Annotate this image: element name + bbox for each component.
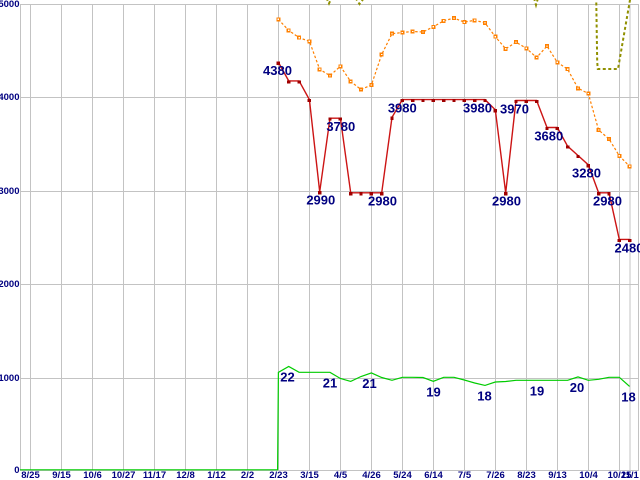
svg-text:21: 21	[323, 375, 337, 390]
svg-text:10/6: 10/6	[83, 470, 102, 480]
svg-text:2980: 2980	[492, 194, 521, 209]
svg-text:2/2: 2/2	[241, 470, 254, 480]
svg-text:10/4: 10/4	[579, 470, 598, 480]
svg-text:0: 0	[14, 465, 19, 476]
svg-text:19: 19	[530, 383, 544, 398]
svg-text:2980: 2980	[368, 194, 397, 209]
svg-text:4000: 4000	[0, 92, 20, 103]
svg-text:7/26: 7/26	[486, 470, 505, 480]
svg-text:22: 22	[280, 370, 294, 385]
svg-text:4/26: 4/26	[362, 470, 381, 480]
svg-text:4/5: 4/5	[334, 470, 348, 480]
svg-text:9/15: 9/15	[52, 470, 71, 480]
svg-text:19: 19	[426, 384, 440, 399]
svg-text:18: 18	[621, 390, 635, 405]
svg-text:1/12: 1/12	[207, 470, 226, 480]
svg-text:1000: 1000	[0, 373, 20, 384]
svg-text:11/1: 11/1	[621, 470, 640, 480]
svg-text:6/14: 6/14	[424, 470, 443, 480]
svg-text:3970: 3970	[500, 101, 529, 116]
svg-text:3980: 3980	[463, 100, 492, 115]
svg-text:3680: 3680	[534, 128, 563, 143]
svg-text:3780: 3780	[326, 119, 355, 134]
svg-text:8/23: 8/23	[517, 470, 536, 480]
svg-text:3000: 3000	[0, 186, 20, 197]
svg-text:18: 18	[477, 389, 491, 404]
svg-text:5000: 5000	[0, 0, 20, 10]
svg-text:2990: 2990	[306, 193, 335, 208]
svg-text:12/8: 12/8	[176, 470, 195, 480]
svg-text:20: 20	[570, 380, 584, 395]
svg-text:3/15: 3/15	[300, 470, 319, 480]
svg-text:2480: 2480	[615, 240, 640, 255]
svg-text:2980: 2980	[593, 194, 622, 209]
svg-text:2000: 2000	[0, 279, 20, 290]
svg-text:21: 21	[362, 376, 376, 391]
svg-text:8/25: 8/25	[21, 470, 40, 480]
svg-text:11/17: 11/17	[143, 470, 166, 480]
svg-text:4380: 4380	[263, 63, 292, 78]
svg-text:10/27: 10/27	[112, 470, 136, 480]
svg-text:9/13: 9/13	[548, 470, 567, 480]
svg-text:5/24: 5/24	[393, 470, 412, 480]
svg-text:7/5: 7/5	[458, 470, 472, 480]
svg-text:2/23: 2/23	[269, 470, 288, 480]
svg-text:3980: 3980	[388, 100, 417, 115]
svg-text:10/25: 10/25	[608, 470, 632, 480]
svg-text:3280: 3280	[572, 166, 601, 181]
